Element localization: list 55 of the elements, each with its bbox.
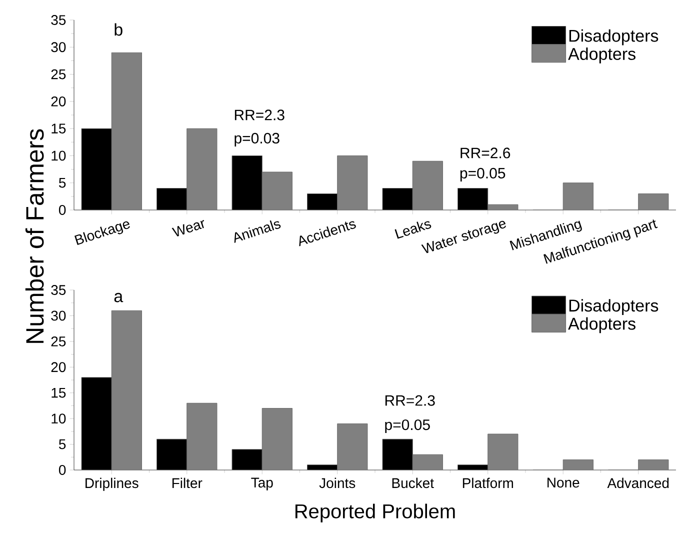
y-tick-label: 25 <box>51 336 66 346</box>
y-tick-label: 5 <box>58 439 66 450</box>
bar <box>563 460 594 470</box>
x-tick-label: Driplines <box>86 478 138 491</box>
y-tick-label: 20 <box>51 96 66 106</box>
annotation: p=0.03 <box>234 132 280 146</box>
y-tick-label: 5 <box>58 178 66 188</box>
chart-title: b <box>114 23 122 36</box>
y-tick-label: 25 <box>51 69 66 80</box>
annotation: RR=2.3 <box>385 395 435 406</box>
x-tick-label: Tap <box>251 478 273 490</box>
bar <box>337 155 368 210</box>
annotation: RR=2.6 <box>460 148 510 158</box>
chart-title: a <box>114 292 124 302</box>
x-tick-label: Animals <box>234 220 281 243</box>
y-tick-label: 0 <box>58 465 66 475</box>
annotation: p=0.05 <box>385 419 430 434</box>
y-tick-label: 15 <box>52 124 66 134</box>
bar <box>412 454 443 470</box>
x-axis-title: Reported Problem <box>295 504 455 522</box>
bar <box>638 459 669 470</box>
x-tick-label: Wear <box>172 220 204 236</box>
bar <box>186 402 218 470</box>
legend-label: Disadopters <box>569 29 658 46</box>
bar <box>111 52 142 210</box>
legend-label: Adopters <box>568 317 636 334</box>
y-tick-label: 30 <box>51 42 66 52</box>
bar <box>488 434 518 470</box>
x-tick-label: Filter <box>172 478 202 488</box>
bar <box>638 193 669 210</box>
y-tick-label: 30 <box>51 310 66 321</box>
y-tick-label: 35 <box>51 285 66 295</box>
bar <box>111 310 142 470</box>
x-tick-label: Advanced <box>607 478 669 488</box>
bar <box>262 172 292 210</box>
y-tick-label: 35 <box>51 15 66 25</box>
annotation: p=0.05 <box>460 168 506 182</box>
legend-label: Adopters <box>568 48 636 64</box>
y-axis-title: Number of Farmers <box>25 129 44 343</box>
annotation: RR=2.3 <box>234 110 284 120</box>
legend-label: Disadopters <box>569 299 658 315</box>
bar <box>262 408 292 470</box>
bar <box>337 423 368 470</box>
bar <box>562 182 594 210</box>
x-tick-label: Bucket <box>392 478 434 488</box>
y-tick-label: 10 <box>52 150 66 161</box>
bar <box>412 160 443 210</box>
x-tick-label: Platform <box>462 478 514 488</box>
bar <box>186 128 218 210</box>
x-tick-label: None <box>548 478 580 488</box>
y-tick-label: 20 <box>51 362 66 372</box>
y-tick-label: 15 <box>52 388 66 398</box>
y-tick-label: 0 <box>58 205 66 215</box>
y-tick-label: 10 <box>52 414 66 424</box>
x-tick-label: Joints <box>319 478 356 488</box>
